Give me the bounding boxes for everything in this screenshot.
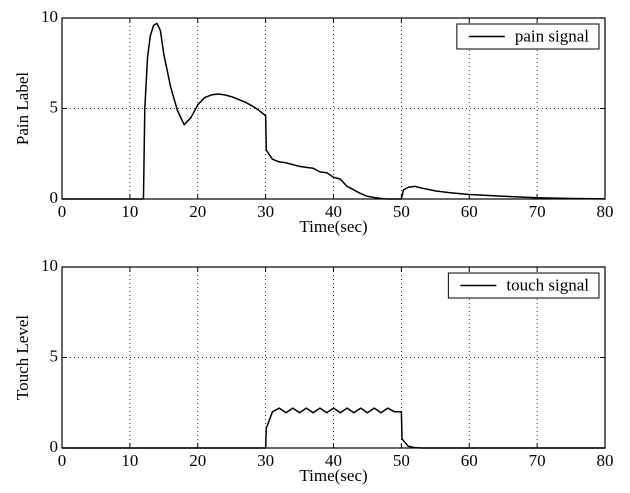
x-tick-label: 20: [189, 202, 206, 221]
x-tick-label: 60: [461, 202, 478, 221]
y-tick-label: 10: [41, 256, 58, 275]
y-axis-label: Touch Level: [13, 315, 32, 400]
plot-frame: [61, 17, 606, 200]
plot-frame: [61, 266, 606, 449]
legend-label: pain signal: [515, 26, 589, 45]
x-axis-label: Time(sec): [299, 217, 367, 236]
legend: pain signal: [456, 23, 600, 50]
x-tick-label: 60: [461, 451, 478, 470]
y-tick-label: 10: [41, 7, 58, 26]
x-tick-label: 0: [58, 451, 67, 470]
x-tick-label: 40: [325, 451, 342, 470]
x-tick-label: 50: [393, 451, 410, 470]
legend: touch signal: [447, 272, 600, 299]
y-tick-label: 5: [50, 97, 59, 116]
x-tick-label: 10: [121, 202, 138, 221]
legend-label: touch signal: [506, 275, 589, 294]
y-tick-label: 0: [50, 188, 59, 207]
x-tick-label: 80: [597, 451, 614, 470]
data-line: [62, 407, 605, 449]
x-tick-label: 80: [597, 202, 614, 221]
x-tick-label: 70: [529, 202, 546, 221]
x-tick-label: 30: [257, 202, 274, 221]
x-tick-label: 20: [189, 451, 206, 470]
x-tick-label: 10: [121, 451, 138, 470]
y-axis-label: Pain Label: [13, 72, 32, 145]
x-tick-label: 40: [325, 202, 342, 221]
y-tick-label: 0: [50, 437, 59, 456]
x-axis-label: Time(sec): [299, 466, 367, 485]
x-tick-label: 30: [257, 451, 274, 470]
data-line: [62, 22, 606, 200]
x-tick-label: 0: [58, 202, 67, 221]
y-tick-label: 5: [50, 346, 59, 365]
x-tick-label: 70: [529, 451, 546, 470]
x-tick-label: 50: [393, 202, 410, 221]
